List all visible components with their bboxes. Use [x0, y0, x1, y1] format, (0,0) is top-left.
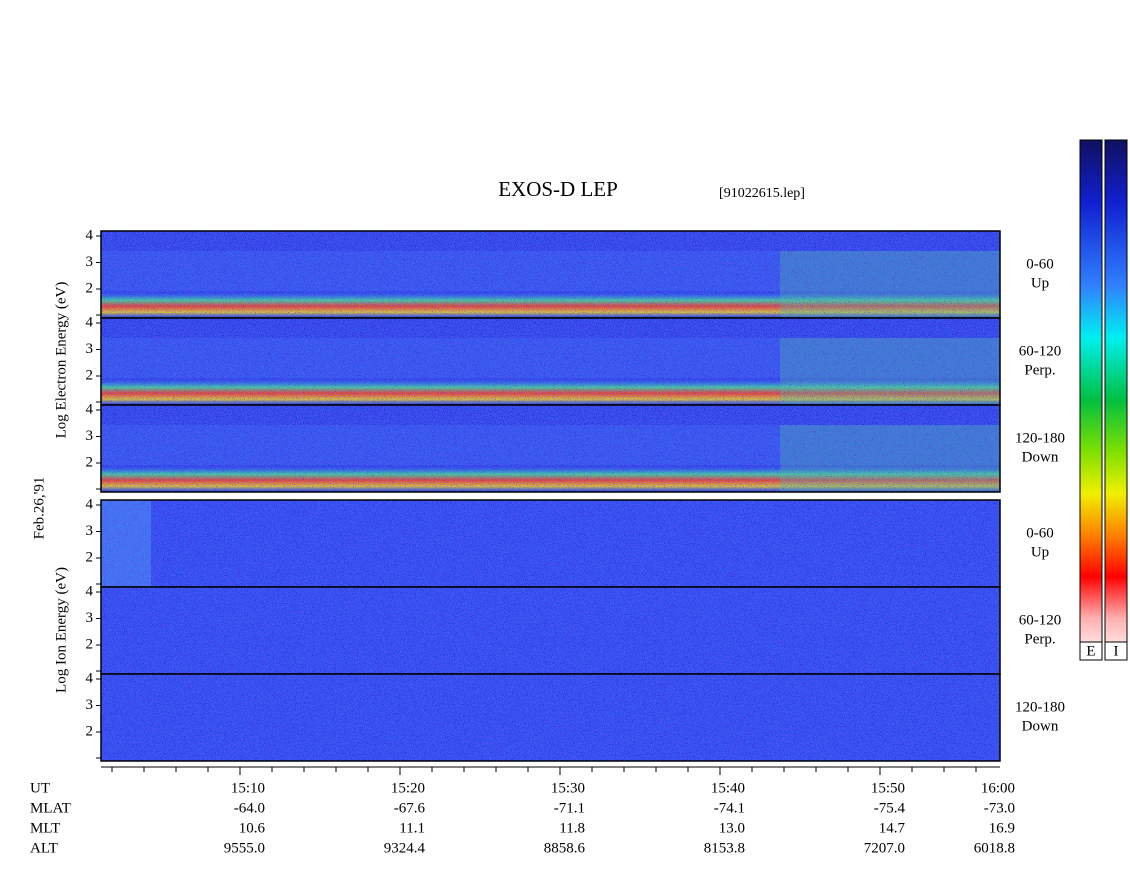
row-value: 15:50	[871, 780, 905, 796]
y-tick-label: 4	[86, 496, 94, 512]
y-tick-label: 2	[86, 280, 94, 296]
panel-direction: Up	[1031, 544, 1049, 560]
row-value: 11.8	[559, 820, 585, 836]
panel-direction: Down	[1022, 718, 1059, 734]
panel-direction: Down	[1022, 449, 1059, 465]
y-tick-label: 3	[86, 254, 94, 270]
filename: [91022615.lep]	[719, 186, 805, 201]
row-value: 8153.8	[704, 840, 745, 856]
row-name: MLAT	[30, 800, 71, 816]
row-value: 15:20	[391, 780, 425, 796]
spectrogram-noise	[101, 405, 1000, 492]
y-tick-label: 4	[86, 401, 94, 417]
row-value: 10.6	[239, 820, 266, 836]
panel-angle: 60-120	[1019, 612, 1062, 628]
spectrogram-noise	[101, 500, 1000, 587]
colorbar	[1104, 139, 1128, 661]
ion-axis-label: Log Ion Energy (eV)	[53, 567, 69, 693]
panel-angle: 0-60	[1026, 256, 1054, 272]
row-name: ALT	[30, 840, 58, 856]
panel-frame	[100, 673, 1001, 762]
y-tick-label: 4	[86, 583, 94, 599]
panel-frame	[100, 404, 1001, 493]
row-name: UT	[30, 780, 50, 796]
y-tick-label: 3	[86, 697, 94, 713]
date: Feb.26,'91	[31, 477, 47, 540]
row-value: -75.4	[874, 800, 906, 816]
row-value: 11.1	[399, 820, 425, 836]
y-tick-label: 3	[86, 341, 94, 357]
y-tick-label: 3	[86, 523, 94, 539]
row-value: 13.0	[719, 820, 745, 836]
y-tick-label: 4	[86, 314, 94, 330]
y-tick-label: 2	[86, 454, 94, 470]
row-value: -64.0	[234, 800, 265, 816]
spectrogram-noise	[101, 318, 1000, 405]
row-value: -74.1	[714, 800, 745, 816]
colorbar	[1079, 139, 1103, 661]
y-tick-label: 3	[86, 428, 94, 444]
row-name: MLT	[30, 820, 60, 836]
row-value: 9555.0	[224, 840, 265, 856]
colorbar-label-box	[1079, 641, 1103, 661]
title: EXOS-D LEP	[498, 177, 618, 201]
y-tick-label: 2	[86, 367, 94, 383]
row-value: -73.0	[984, 800, 1015, 816]
row-value: 8858.6	[544, 840, 586, 856]
panel-angle: 60-120	[1019, 343, 1062, 359]
electron-axis-label: Log Electron Energy (eV)	[53, 282, 69, 439]
row-value: -71.1	[554, 800, 585, 816]
row-value: -67.6	[394, 800, 426, 816]
row-value: 15:30	[551, 780, 585, 796]
row-value: 15:10	[231, 780, 265, 796]
panel-direction: Up	[1031, 275, 1049, 291]
row-value: 16:00	[981, 780, 1015, 796]
spectrogram-noise	[101, 674, 1000, 761]
row-value: 6018.8	[974, 840, 1015, 856]
row-value: 7207.0	[864, 840, 905, 856]
panel-angle: 120-180	[1015, 699, 1065, 715]
spectrogram-noise	[101, 231, 1000, 318]
y-tick-label: 3	[86, 610, 94, 626]
panel-angle: 120-180	[1015, 430, 1065, 446]
colorbar-label: E	[1086, 643, 1095, 659]
colorbar-label-box	[1104, 641, 1128, 661]
panel-angle: 0-60	[1026, 525, 1054, 541]
panel-direction: Perp.	[1024, 362, 1055, 378]
y-tick-label: 2	[86, 549, 94, 565]
spectrogram-noise	[101, 587, 1000, 674]
panel-direction: Perp.	[1024, 631, 1055, 647]
row-value: 15:40	[711, 780, 745, 796]
y-tick-label: 4	[86, 670, 94, 686]
y-tick-label: 2	[86, 636, 94, 652]
colorbar-label: I	[1114, 643, 1119, 659]
row-value: 9324.4	[384, 840, 426, 856]
row-value: 16.9	[989, 820, 1015, 836]
y-tick-label: 4	[86, 227, 94, 243]
y-tick-label: 2	[86, 723, 94, 739]
row-value: 14.7	[879, 820, 906, 836]
